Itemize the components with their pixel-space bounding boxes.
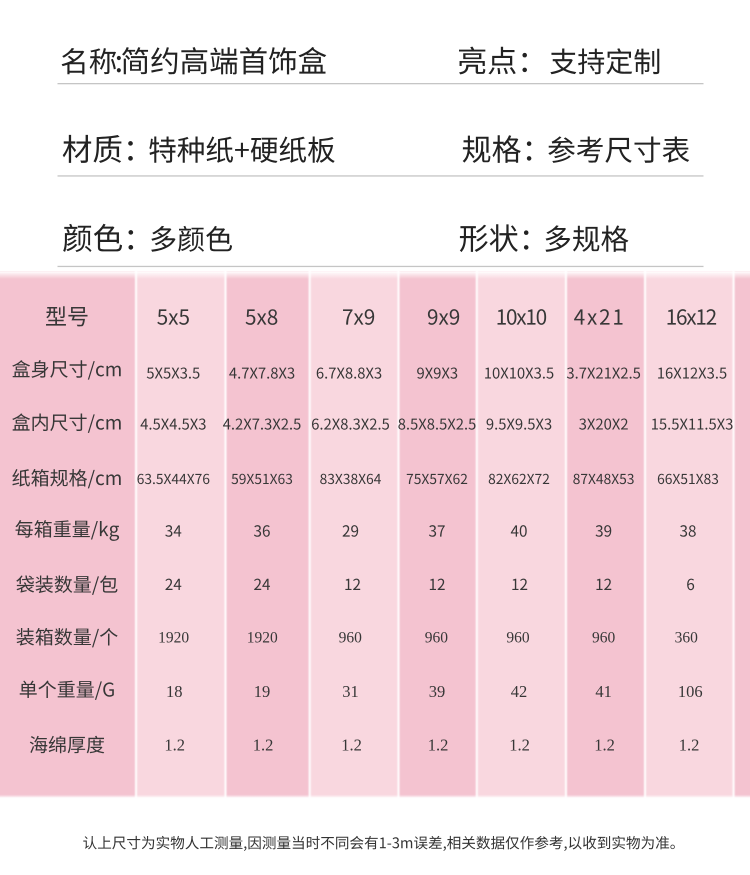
svg-text:360: 360 [675, 630, 699, 647]
svg-text:1.2: 1.2 [164, 735, 185, 754]
svg-text:1920: 1920 [158, 630, 189, 647]
svg-text:39: 39 [429, 682, 446, 701]
svg-text:1.2: 1.2 [428, 735, 449, 754]
svg-text:106: 106 [678, 682, 703, 701]
svg-text:1.2: 1.2 [679, 735, 700, 754]
svg-text:1.2: 1.2 [509, 735, 530, 754]
svg-text:19: 19 [254, 682, 271, 701]
svg-text:1.2: 1.2 [253, 735, 274, 754]
svg-text:41: 41 [595, 682, 612, 701]
svg-text:960: 960 [506, 630, 530, 647]
svg-text:960: 960 [339, 630, 363, 647]
svg-text:42: 42 [511, 682, 528, 701]
svg-text:960: 960 [592, 630, 616, 647]
svg-text:1.2: 1.2 [341, 735, 362, 754]
svg-text:1.2: 1.2 [594, 735, 615, 754]
svg-text:1920: 1920 [247, 630, 278, 647]
svg-text:960: 960 [425, 630, 449, 647]
svg-text:18: 18 [166, 682, 183, 701]
svg-text:31: 31 [342, 682, 359, 701]
